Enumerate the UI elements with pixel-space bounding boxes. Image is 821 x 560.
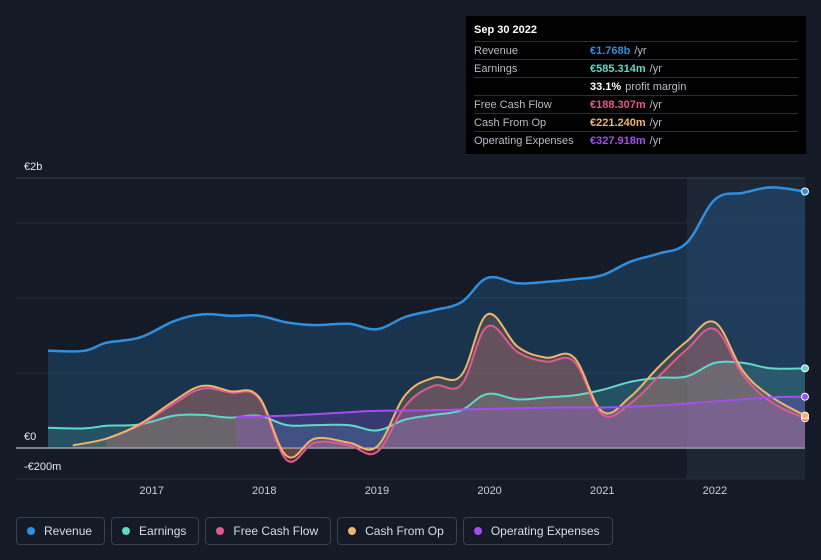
end-point-revenue [801, 187, 809, 196]
tooltip-date: Sep 30 2022 [474, 24, 537, 36]
legend-item-revenue[interactable]: Revenue [16, 517, 106, 545]
tooltip-value: €1.768b [590, 44, 631, 57]
x-tick-label: 2020 [477, 485, 501, 497]
tooltip-value: €327.918m [590, 134, 646, 147]
legend-label: Cash From Op [365, 524, 444, 538]
area-operating-expenses [236, 396, 806, 448]
legend-dot-icon [348, 527, 357, 535]
tooltip-row-cash-from-op: Cash From Op €221.240m /yr [474, 113, 798, 131]
end-point-cash-from-op [801, 411, 809, 420]
line-revenue [47, 186, 806, 353]
tooltip-row-operating-expenses: Operating Expenses €327.918m /yr [474, 131, 798, 149]
tooltip-row-free-cash-flow: Free Cash Flow €188.307m /yr [474, 95, 798, 113]
tooltip-unit: /yr [649, 116, 662, 129]
series-areas [48, 187, 806, 462]
end-point-operating-expenses [801, 392, 809, 401]
tooltip-unit: /yr [649, 98, 662, 111]
tooltip-row-profit-margin: 33.1% profit margin [474, 77, 798, 95]
area-revenue [48, 187, 805, 448]
tooltip-value: 33.1% [590, 80, 622, 93]
line-operating-expenses [236, 395, 806, 418]
area-free-cash-flow [106, 325, 806, 462]
tooltip-label: Cash From Op [474, 116, 547, 129]
area-earnings [48, 361, 805, 448]
legend-label: Revenue [44, 524, 93, 538]
y-tick-label-top: €2b [24, 161, 42, 173]
tooltip-row-revenue: Revenue €1.768b /yr [474, 41, 798, 59]
legend-item-operating-expenses[interactable]: Operating Expenses [462, 517, 613, 545]
legend-item-free-cash-flow[interactable]: Free Cash Flow [205, 517, 332, 545]
legend-label: Earnings [139, 524, 187, 538]
tooltip-row-earnings: Earnings €585.314m /yr [474, 59, 798, 77]
legend-item-earnings[interactable]: Earnings [111, 517, 200, 545]
x-tick-label: 2021 [590, 485, 614, 497]
tooltip-unit: /yr [634, 44, 647, 57]
legend-dot-icon [122, 527, 131, 535]
gridlines [16, 177, 805, 480]
chart: €2b €0 -€200m 2017 2018 2019 2020 2021 2… [16, 161, 809, 497]
tooltip-panel: Sep 30 2022 Revenue €1.768b /yr Earnings… [466, 16, 806, 154]
legend-item-cash-from-op[interactable]: Cash From Op [337, 517, 457, 545]
x-axis: 2017 2018 2019 2020 2021 2022 [139, 485, 727, 497]
x-tick-label: 2022 [703, 485, 727, 497]
tooltip-value: €221.240m [590, 116, 646, 129]
line-free-cash-flow [106, 324, 806, 463]
legend: Revenue Earnings Free Cash Flow Cash Fro… [16, 517, 613, 545]
legend-dot-icon [473, 527, 482, 535]
tooltip-label: Free Cash Flow [474, 98, 552, 111]
legend-label: Operating Expenses [490, 524, 600, 538]
y-tick-label-zero: €0 [24, 431, 36, 443]
x-tick-label: 2019 [365, 485, 389, 497]
line-cash-from-op [72, 312, 806, 459]
end-point-earnings [801, 364, 809, 373]
tooltip-unit: profit margin [625, 80, 687, 93]
tooltip-value: €585.314m [590, 62, 646, 75]
x-tick-label: 2017 [139, 485, 163, 497]
tooltip-label: Operating Expenses [474, 134, 574, 147]
tooltip-value: €188.307m [590, 98, 646, 111]
tooltip-label: Revenue [474, 44, 519, 57]
y-tick-label-bottom: -€200m [24, 461, 61, 473]
x-tick-label: 2018 [252, 485, 276, 497]
tooltip-label: Earnings [474, 62, 518, 75]
highlight-region [686, 178, 805, 479]
legend-dot-icon [27, 527, 35, 535]
tooltip-unit: /yr [649, 62, 662, 75]
series-end-dots [801, 187, 809, 423]
legend-dot-icon [216, 527, 225, 535]
legend-label: Free Cash Flow [233, 524, 319, 538]
series-lines [47, 186, 806, 463]
tooltip-unit: /yr [649, 134, 662, 147]
line-earnings [47, 360, 806, 432]
